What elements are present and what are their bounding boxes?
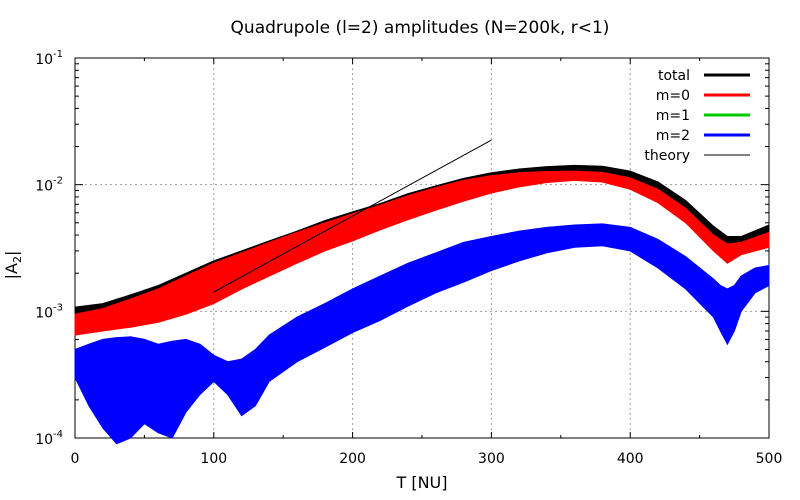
x-tick-label: 100 — [200, 451, 227, 467]
y-axis-label: |A2| — [2, 251, 24, 280]
y-tick-label: 10-2 — [35, 176, 63, 195]
series-band-m-0 — [74, 170, 770, 336]
x-tick-label: 300 — [478, 451, 505, 467]
theory-line — [213, 139, 492, 293]
legend-label: m=2 — [656, 128, 690, 144]
y-tick-label: 10-3 — [35, 302, 63, 321]
y-axis-label-main: |A — [2, 263, 21, 279]
legend-label: total — [658, 68, 690, 84]
y-axis-label-sub: 2 — [11, 256, 24, 263]
series-band-m-2 — [74, 223, 770, 445]
x-tick-label: 400 — [617, 451, 644, 467]
series-bands — [74, 164, 770, 445]
y-tick-label: 10-4 — [35, 429, 63, 448]
x-tick-labels: 0 100 200 300 400 500 — [71, 451, 783, 467]
legend-label: m=1 — [656, 108, 690, 124]
legend-label: theory — [644, 148, 690, 164]
chart-title: Quadrupole (l=2) amplitudes (N=200k, r<1… — [231, 18, 610, 38]
y-axis-label-end: | — [2, 251, 21, 256]
y-tick-labels: 10-4 10-3 10-2 10-1 — [35, 49, 63, 448]
y-tick-label: 10-1 — [35, 49, 63, 68]
theory-line-group — [213, 139, 492, 293]
axis-ticks — [74, 57, 770, 439]
x-axis-label: T [NU] — [395, 473, 447, 492]
x-tick-label: 0 — [71, 451, 80, 467]
legend-label: m=0 — [656, 88, 690, 104]
x-tick-label: 200 — [339, 451, 366, 467]
x-tick-label: 500 — [756, 451, 783, 467]
legend: total m=0 m=1 m=2 theory — [644, 68, 750, 164]
plot-area — [74, 57, 770, 445]
